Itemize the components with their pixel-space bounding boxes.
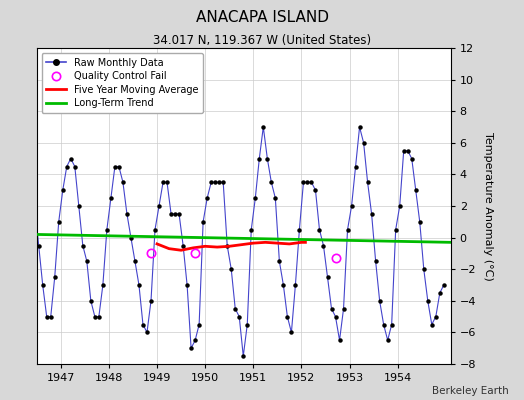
Text: ANACAPA ISLAND: ANACAPA ISLAND <box>195 10 329 25</box>
Text: 34.017 N, 119.367 W (United States): 34.017 N, 119.367 W (United States) <box>153 34 371 47</box>
Legend: Raw Monthly Data, Quality Control Fail, Five Year Moving Average, Long-Term Tren: Raw Monthly Data, Quality Control Fail, … <box>41 53 203 113</box>
Y-axis label: Temperature Anomaly (°C): Temperature Anomaly (°C) <box>483 132 493 280</box>
Text: Berkeley Earth: Berkeley Earth <box>432 386 508 396</box>
